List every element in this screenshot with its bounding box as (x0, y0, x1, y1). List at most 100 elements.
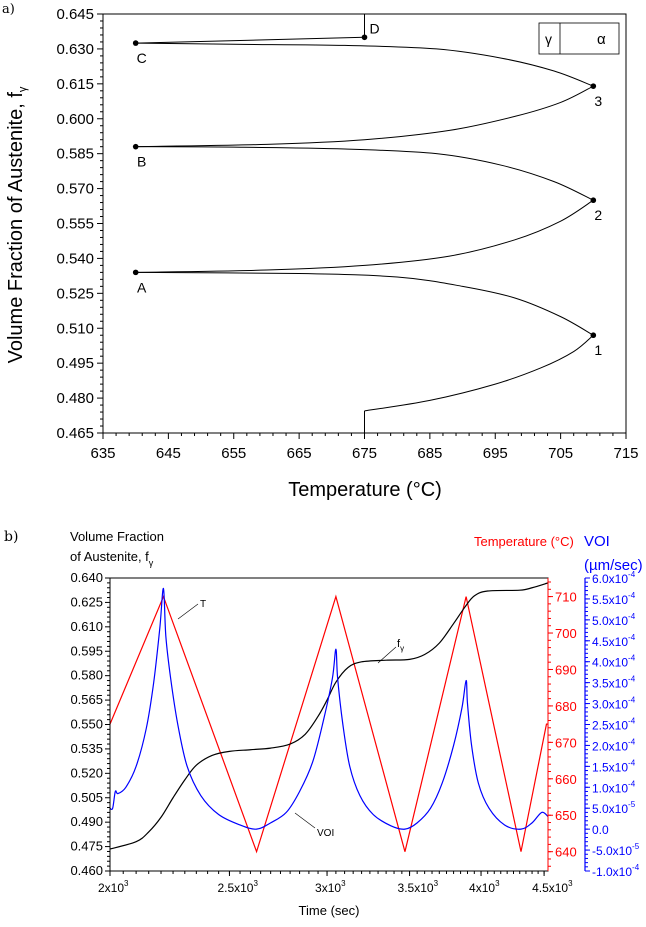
voi-axis-unit: (µm/sec) (584, 557, 643, 574)
y-tick-label: 0.540 (56, 250, 94, 267)
left-tick-label: 0.565 (70, 692, 103, 707)
voi-tick-label: 3.5x10-4 (592, 675, 636, 691)
voi-tick-label: 5.0x10-5 (592, 800, 636, 816)
chart-b: b) Volume Fraction of Austenite, fγ Temp… (4, 529, 643, 918)
fraction-curve-segment (135, 85, 594, 148)
x-tick-exp: 3 (253, 879, 258, 888)
svg-text:fγ: fγ (397, 638, 404, 653)
voi-tick-label: 4.0x10-4 (592, 654, 636, 670)
x-tick-exp: 3 (495, 879, 500, 888)
voi-tick-base: -1.0x10 (592, 865, 632, 879)
voi-tick-exp: -5 (632, 842, 640, 851)
x-tick-exp: 3 (124, 879, 129, 888)
temperature-tick-label: 640 (555, 845, 577, 860)
y-tick-label: 0.555 (56, 216, 94, 233)
x-tick-label: 685 (417, 445, 442, 462)
x-tick-label: 705 (548, 445, 573, 462)
series-lines-b (109, 582, 549, 854)
series-line-t (109, 594, 548, 854)
voi-tick-exp: -4 (628, 570, 636, 579)
left-axis-title-line2: of Austenite, f (70, 549, 149, 564)
x-tick-base: 3.5x10 (398, 881, 434, 895)
x-tick-exp: 3 (568, 879, 573, 888)
x-tick-label: 645 (156, 445, 181, 462)
point-label-A: A (137, 279, 147, 295)
temperature-tick-label: 680 (555, 699, 577, 714)
y-tick-label: 0.630 (56, 41, 94, 58)
data-point-B (132, 143, 139, 150)
left-tick-label: 0.550 (70, 717, 103, 732)
x-tick-label: 675 (352, 445, 377, 462)
point-label-C: C (137, 50, 147, 66)
x-axis-title-a: Temperature (°C) (288, 479, 442, 501)
annotations-b: T fγ VOI (177, 599, 404, 839)
point-label-3: 3 (594, 93, 602, 109)
data-point-1 (590, 332, 597, 339)
x-tick-label: 3x103 (315, 879, 346, 895)
y-axis-title-text: Volume Fraction of Austenite, f (5, 92, 27, 364)
voi-tick-base: 2.5x10 (592, 719, 628, 733)
series-line-f-gamma (109, 582, 549, 850)
voi-tick-base: 3.0x10 (592, 698, 628, 712)
voi-tick-base: 4.0x10 (592, 656, 628, 670)
x-tick-base: 3x10 (315, 881, 341, 895)
y-tick-label: 0.570 (56, 181, 94, 198)
voi-tick-exp: -4 (628, 591, 636, 600)
x-tick-label: 4x103 (469, 879, 500, 895)
voi-tick-base: 4.5x10 (592, 635, 628, 649)
voi-tick-exp: -4 (628, 717, 636, 726)
annotation-fgamma-sub: γ (400, 644, 404, 653)
voi-tick-base: 3.5x10 (592, 677, 628, 691)
plot-frame-a (102, 13, 627, 434)
x-tick-label: 635 (90, 445, 115, 462)
voi-tick-label: 2.5x10-4 (592, 717, 636, 733)
y-tick-label: 0.585 (56, 146, 94, 163)
left-tick-label: 0.520 (70, 765, 103, 780)
left-tick-label: 0.490 (70, 814, 103, 829)
voi-tick-exp: -4 (628, 654, 636, 663)
fraction-curve-segment (135, 42, 594, 87)
temperature-tick-label: 690 (555, 662, 577, 677)
voi-tick-exp: -4 (628, 779, 636, 788)
voi-tick-exp: -4 (628, 696, 636, 705)
voi-tick-exp: -4 (628, 633, 636, 642)
left-tick-label: 0.535 (70, 741, 103, 756)
left-tick-label: 0.640 (70, 570, 103, 585)
voi-axis-title: VOI (584, 533, 610, 550)
x-tick-exp: 3 (434, 879, 439, 888)
y-tick-label: 0.645 (56, 6, 94, 23)
fraction-curve-segment (364, 334, 594, 412)
temperature-tick-label: 650 (555, 808, 577, 823)
voi-tick-exp: -4 (628, 675, 636, 684)
temperature-tick-label: 710 (555, 590, 577, 605)
fraction-curve-segment (135, 271, 594, 336)
voi-tick-label: 4.5x10-4 (592, 633, 636, 649)
annotation-T: T (200, 599, 206, 610)
y-tick-label: 0.480 (56, 390, 94, 407)
voi-tick-base: 1.5x10 (592, 760, 628, 774)
voi-tick-base: 5.0x10 (592, 614, 628, 628)
y-tick-label: 0.615 (56, 76, 94, 93)
voi-tick-label: 0.0 (592, 823, 609, 837)
data-point-D (361, 34, 368, 41)
left-tick-label: 0.595 (70, 643, 103, 658)
y-tick-label: 0.495 (56, 355, 94, 372)
legend-box (538, 22, 620, 55)
data-point-C (132, 40, 139, 46)
x-tick-base: 2x10 (98, 881, 124, 895)
voi-tick-base: 5.5x10 (592, 593, 628, 607)
voi-tick-base: 0.0 (592, 823, 609, 837)
x-tick-label: 715 (613, 445, 638, 462)
annotation-arrow-VOI (294, 812, 316, 829)
voi-tick-exp: -4 (628, 758, 636, 767)
voi-tick-exp: -4 (632, 863, 640, 872)
annotation-fgamma: f (397, 638, 401, 650)
point-label-1: 1 (594, 342, 602, 358)
voi-tick-label: 1.0x10-4 (592, 779, 636, 795)
left-tick-label: 0.460 (70, 863, 103, 878)
series-lines-a (135, 14, 594, 433)
data-point-3 (590, 83, 597, 89)
left-tick-label: 0.475 (70, 839, 103, 854)
left-tick-label: 0.505 (70, 790, 103, 805)
